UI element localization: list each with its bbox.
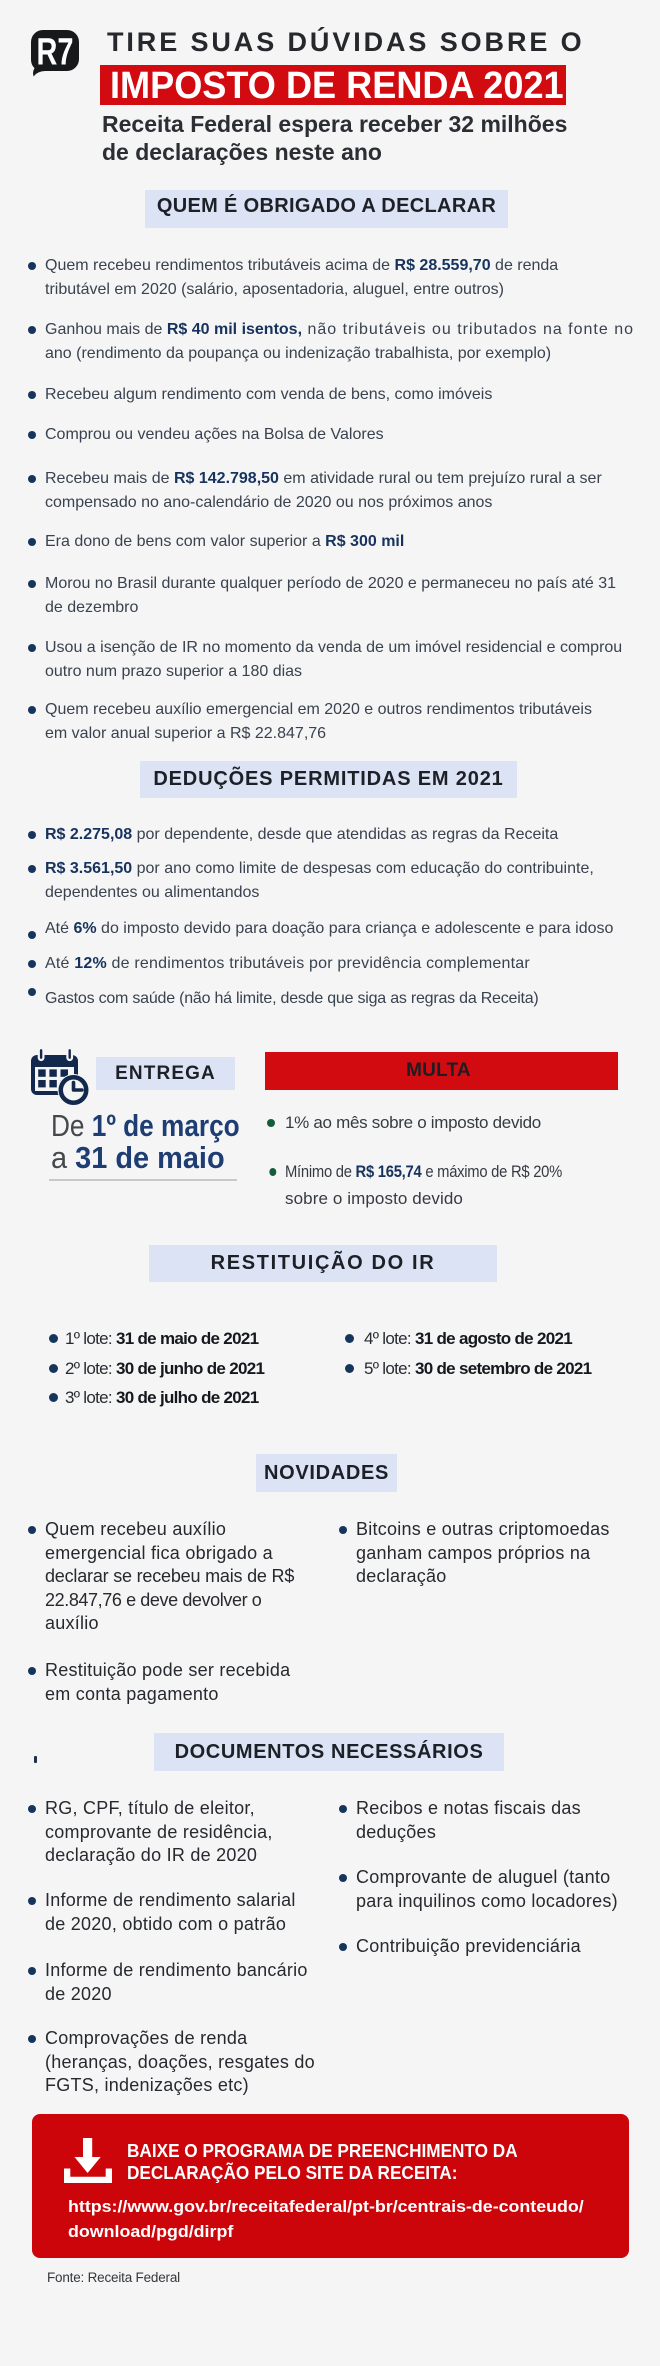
svg-text:R7: R7 [37, 32, 74, 74]
